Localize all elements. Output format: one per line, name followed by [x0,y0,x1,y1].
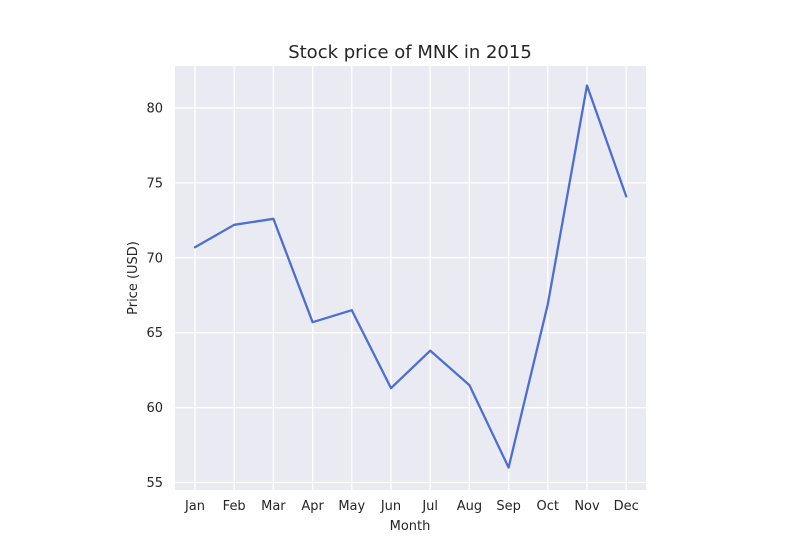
y-tick-label: 65 [146,326,163,341]
series-line [193,84,628,469]
x-tick-label: Oct [537,499,559,514]
y-tick-label: 60 [146,401,163,416]
x-tick-label: Jan [184,499,205,514]
y-tick-labels: 55 60 65 70 75 80 [146,101,163,491]
y-tick-label: 75 [146,176,163,191]
x-tick-label: May [338,499,365,514]
x-axis-label: Month [390,519,431,534]
x-tick-label: Jun [380,499,401,514]
y-tick-label: 55 [146,476,163,491]
x-tick-label: Sep [496,499,521,514]
chart-title: Stock price of MNK in 2015 [288,42,532,63]
x-tick-label: Apr [301,499,324,514]
x-tick-labels: Jan Feb Mar Apr May Jun Jul Aug Sep Oct Nov Dec [184,499,639,514]
x-tick-label: Feb [223,499,246,514]
grid [175,66,646,490]
x-tick-label: Nov [574,499,600,514]
y-axis-label: Price (USD) [126,241,141,315]
series-layer [193,84,628,469]
y-tick-label: 70 [146,251,163,266]
plot-area [175,66,646,490]
x-tick-label: Mar [261,499,286,514]
x-tick-label: Jul [421,499,438,514]
y-tick-label: 80 [146,101,163,116]
x-tick-label: Dec [614,499,639,514]
x-tick-label: Aug [457,499,482,514]
